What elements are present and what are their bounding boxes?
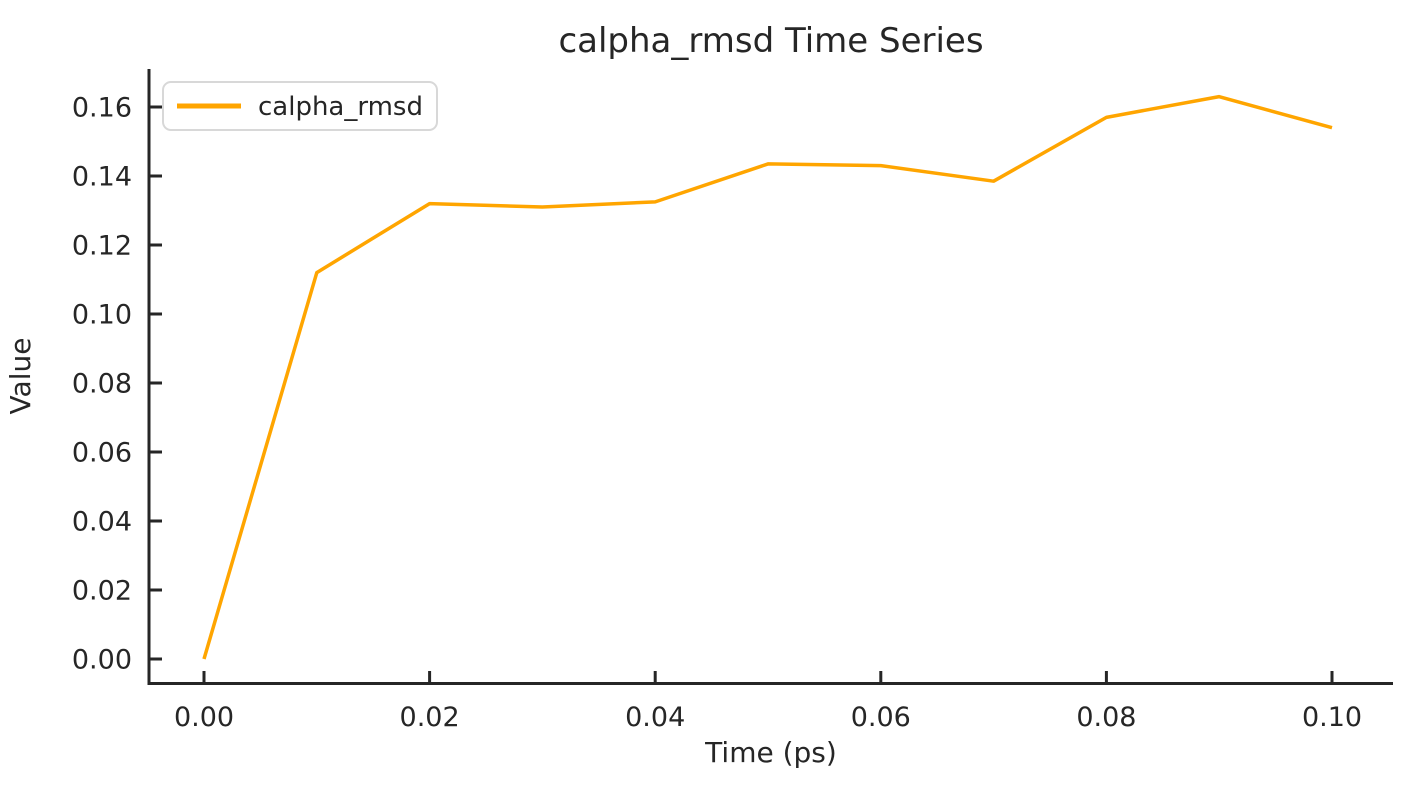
x-tick-label: 0.08 [1076,702,1136,733]
x-axis-label: Time (ps) [704,736,837,769]
x-tick-label: 0.02 [400,702,460,733]
y-axis-label: Value [4,338,37,415]
y-tick-label: 0.04 [72,507,132,538]
y-tick-label: 0.16 [72,93,132,124]
y-tick-label: 0.12 [72,231,132,262]
y-axis-ticks: 0.00 0.02 0.04 0.06 0.08 0.10 0.12 0.14 0.16 [72,93,162,676]
y-tick-label: 0.10 [72,300,132,331]
x-tick-label: 0.00 [174,702,234,733]
chart-title: calpha_rmsd Time Series [558,21,983,61]
x-tick-label: 0.10 [1302,702,1362,733]
y-tick-label: 0.06 [72,438,132,469]
legend: calpha_rmsd [162,81,438,131]
calpha-rmsd-line [202,94,1333,660]
y-tick-label: 0.00 [72,645,132,676]
x-tick-label: 0.04 [625,702,685,733]
x-tick-label: 0.06 [851,702,911,733]
y-tick-label: 0.02 [72,576,132,607]
legend-entry-label: calpha_rmsd [258,92,423,122]
x-axis-ticks: 0.00 0.02 0.04 0.06 0.08 0.10 [174,671,1362,733]
legend-box [162,81,438,131]
y-tick-label: 0.08 [72,369,132,400]
y-tick-label: 0.14 [72,162,132,193]
